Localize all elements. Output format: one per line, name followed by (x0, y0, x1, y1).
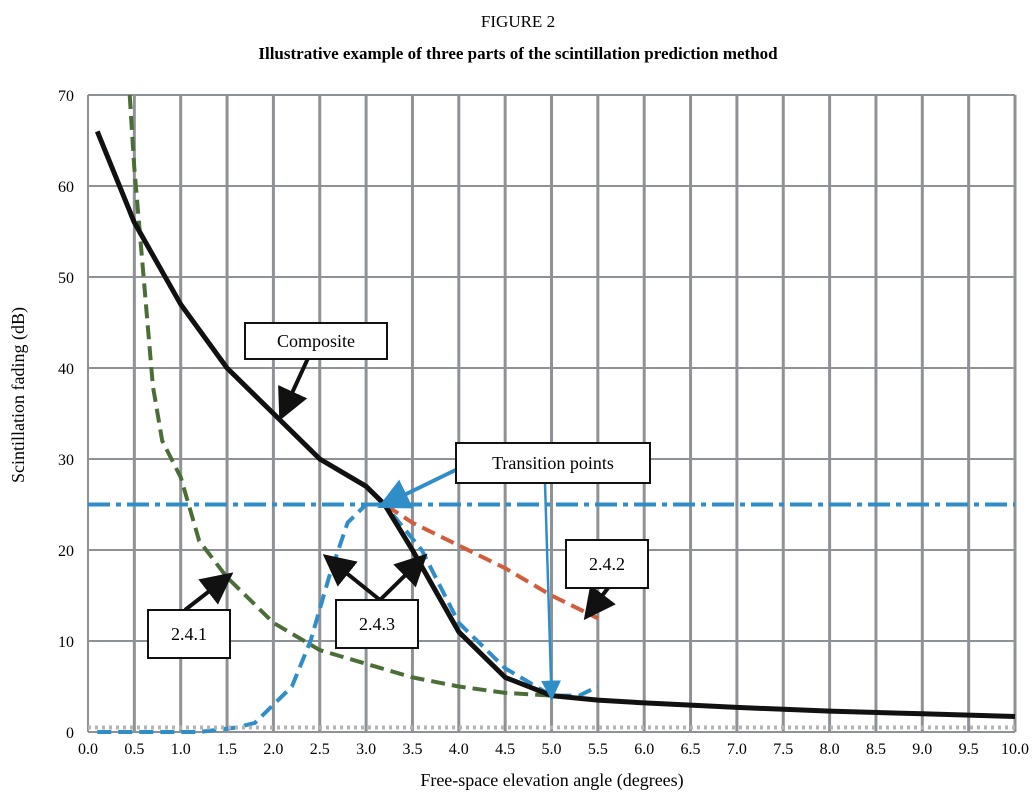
annotation-box (335, 599, 419, 649)
x-tick-label: 9.0 (912, 741, 932, 758)
annotation-label: Transition points (492, 453, 614, 473)
annotation-arrow (583, 584, 616, 621)
x-tick-label: 8.0 (820, 741, 840, 758)
x-tick-label: 4.0 (449, 741, 469, 758)
annotation-label: 2.4.1 (171, 624, 207, 644)
x-tick-label: 2.0 (263, 741, 283, 758)
x-tick-label: 3.0 (356, 741, 376, 758)
annotation-label: Composite (277, 331, 355, 351)
series-2-4-1 (127, 94, 552, 698)
x-tick-label: 7.5 (773, 741, 793, 758)
x-tick-label: 9.5 (959, 741, 979, 758)
series-2-4-2 (95, 130, 599, 621)
y-tick-label: 10 (58, 634, 74, 651)
annotations: Composite Transition points 2.4.1 2.4.2 2.4.… (147, 322, 651, 701)
axes: 0.0 0.5 1.0 1.5 2.0 2.5 3.0 3.5 4.0 4.5 5.0 5.5 6.0 6… (58, 88, 1029, 758)
figure-title: Illustrative example of three parts of t… (258, 44, 778, 63)
annotation-arrow (541, 482, 562, 701)
x-tick-label: 8.5 (866, 741, 886, 758)
annotation-box (244, 322, 388, 360)
x-tick-label: 0.0 (78, 741, 98, 758)
annotation-box (455, 442, 651, 484)
x-tick-label: 1.5 (217, 741, 237, 758)
y-tick-label: 60 (58, 179, 74, 196)
annotation-arrow (183, 572, 234, 612)
x-axis-title: Free-space elevation angle (degrees) (420, 770, 683, 791)
x-tick-label: 5.0 (542, 741, 562, 758)
y-tick-label: 40 (58, 361, 74, 378)
y-axis-title: Scintillation fading (dB) (8, 307, 29, 483)
x-tick-label: 10.0 (1001, 741, 1029, 758)
x-tick-label: 3.5 (402, 741, 422, 758)
annotation-label: 2.4.3 (359, 614, 395, 634)
y-tick-label: 50 (58, 270, 74, 287)
figure-label: FIGURE 2 (480, 12, 556, 31)
y-tick-label: 70 (58, 88, 74, 105)
y-tick-label: 20 (58, 543, 74, 560)
annotation-arrow (322, 554, 382, 602)
y-tick-label: 0 (66, 725, 74, 742)
series-group (88, 94, 1016, 734)
x-tick-label: 1.0 (171, 741, 191, 758)
annotation-box (147, 609, 231, 659)
x-tick-label: 2.5 (310, 741, 330, 758)
x-tick-label: 6.5 (681, 741, 701, 758)
y-tick-label: 30 (58, 452, 74, 469)
annotation-box (565, 539, 649, 589)
x-tick-label: 5.5 (588, 741, 608, 758)
annotation-arrow (378, 553, 428, 602)
x-tick-label: 4.5 (495, 741, 515, 758)
series-composite (94, 130, 1016, 719)
annotation-label: 2.4.2 (589, 554, 625, 574)
x-tick-label: 7.0 (727, 741, 747, 758)
x-tick-label: 6.0 (634, 741, 654, 758)
x-tick-label: 0.5 (124, 741, 144, 758)
